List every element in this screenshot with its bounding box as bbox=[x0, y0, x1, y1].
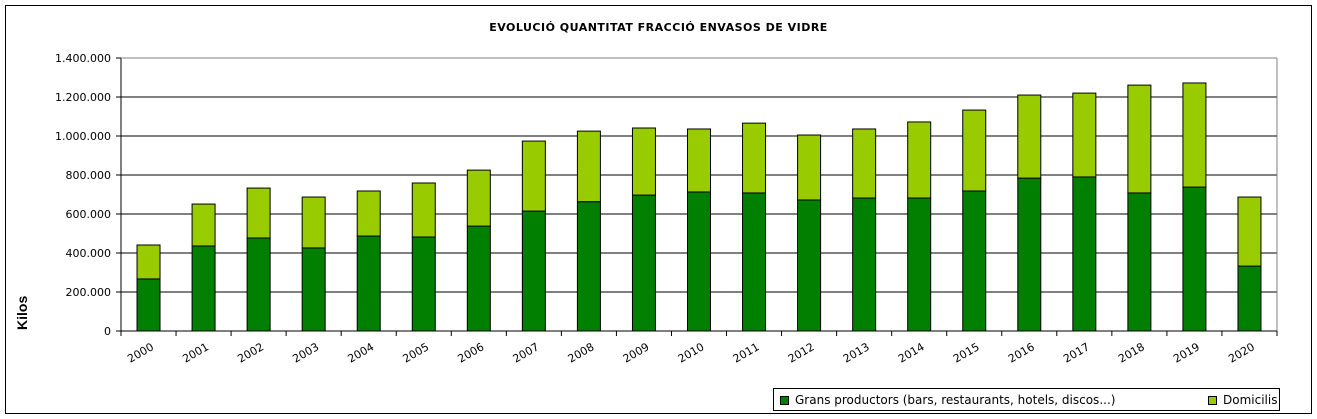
y-tick-label: 200.000 bbox=[66, 286, 112, 299]
bar-grans-productors bbox=[687, 191, 711, 332]
legend-item-grans-productors: Grans productors (bars, restaurants, hot… bbox=[780, 393, 1115, 407]
x-tick-label: 2019 bbox=[1171, 340, 1202, 365]
bar-grans-productors bbox=[1182, 186, 1207, 332]
x-tick-label: 2014 bbox=[896, 340, 927, 365]
y-tick-label: 400.000 bbox=[66, 247, 112, 260]
bar-domicilis bbox=[797, 134, 822, 201]
x-tick-label: 2006 bbox=[456, 340, 487, 365]
bar-domicilis bbox=[742, 122, 767, 194]
legend-swatch bbox=[780, 395, 789, 405]
bar-domicilis bbox=[907, 121, 932, 199]
bar-domicilis bbox=[687, 128, 711, 193]
bar-domicilis bbox=[191, 203, 216, 247]
x-tick-label: 2017 bbox=[1061, 340, 1092, 365]
legend-swatch bbox=[1208, 395, 1217, 405]
bar-grans-productors bbox=[576, 201, 601, 332]
x-tick-label: 2008 bbox=[566, 340, 597, 365]
y-tick-label: 0 bbox=[104, 325, 111, 338]
chart-title: EVOLUCIÓ QUANTITAT FRACCIÓ ENVASOS DE VI… bbox=[489, 21, 828, 34]
bar-domicilis bbox=[1237, 196, 1262, 267]
bar-grans-productors bbox=[246, 237, 271, 332]
x-tick-label: 2020 bbox=[1226, 340, 1257, 365]
y-tick-label: 1.400.000 bbox=[55, 52, 111, 65]
y-tick-label: 1.000.000 bbox=[55, 130, 111, 143]
x-tick-label: 2004 bbox=[345, 340, 376, 365]
bar-grans-productors bbox=[301, 247, 326, 332]
bar-grans-productors bbox=[411, 236, 436, 332]
bar-domicilis bbox=[521, 140, 546, 212]
bar-domicilis bbox=[1072, 92, 1097, 178]
bar-domicilis bbox=[301, 196, 326, 249]
bar-grans-productors bbox=[742, 192, 767, 332]
y-tick-label: 800.000 bbox=[66, 169, 112, 182]
legend: Grans productors (bars, restaurants, hot… bbox=[773, 388, 1280, 411]
bar-grans-productors bbox=[1072, 176, 1097, 332]
bar-domicilis bbox=[411, 182, 436, 238]
x-tick-label: 2001 bbox=[180, 340, 211, 365]
x-tick-label: 2012 bbox=[786, 340, 817, 365]
bar-grans-productors bbox=[962, 190, 987, 332]
legend-label: Grans productors (bars, restaurants, hot… bbox=[795, 393, 1116, 407]
bar-grans-productors bbox=[356, 235, 381, 332]
bar-domicilis bbox=[466, 169, 491, 227]
bar-domicilis bbox=[631, 127, 656, 196]
bar-grans-productors bbox=[1237, 265, 1262, 332]
bar-grans-productors bbox=[797, 199, 822, 332]
bar-domicilis bbox=[246, 187, 271, 239]
bar-grans-productors bbox=[521, 210, 546, 332]
y-tick-label: 600.000 bbox=[66, 208, 112, 221]
bar-domicilis bbox=[356, 190, 381, 237]
x-tick-label: 2009 bbox=[621, 340, 652, 365]
legend-label: Domicilis bbox=[1223, 393, 1278, 407]
bar-domicilis bbox=[136, 244, 161, 280]
bar-grans-productors bbox=[631, 194, 656, 332]
chart-frame bbox=[5, 5, 1312, 414]
x-tick-label: 2010 bbox=[676, 340, 707, 365]
bar-grans-productors bbox=[136, 278, 161, 332]
x-tick-label: 2016 bbox=[1006, 340, 1037, 365]
legend-item-domicilis: Domicilis bbox=[1208, 393, 1277, 407]
bar-domicilis bbox=[1127, 84, 1152, 194]
bar-grans-productors bbox=[466, 225, 491, 332]
x-tick-label: 2015 bbox=[951, 340, 982, 365]
bar-domicilis bbox=[1017, 94, 1042, 179]
bar-domicilis bbox=[1182, 82, 1207, 188]
bar-grans-productors bbox=[1017, 177, 1042, 332]
bar-domicilis bbox=[962, 109, 987, 192]
bar-grans-productors bbox=[191, 245, 216, 332]
y-tick-label: 1.200.000 bbox=[55, 91, 111, 104]
bar-grans-productors bbox=[852, 197, 877, 332]
bar-grans-productors bbox=[1127, 192, 1152, 332]
x-tick-label: 2013 bbox=[841, 340, 872, 365]
bar-domicilis bbox=[852, 128, 877, 199]
x-tick-label: 2000 bbox=[125, 340, 156, 365]
x-tick-label: 2005 bbox=[401, 340, 432, 365]
x-tick-label: 2011 bbox=[731, 340, 762, 365]
x-tick-label: 2007 bbox=[511, 340, 542, 365]
x-tick-label: 2003 bbox=[290, 340, 321, 365]
x-tick-label: 2002 bbox=[235, 340, 266, 365]
x-tick-label: 2018 bbox=[1116, 340, 1147, 365]
bar-domicilis bbox=[576, 130, 601, 203]
bar-grans-productors bbox=[907, 197, 932, 332]
